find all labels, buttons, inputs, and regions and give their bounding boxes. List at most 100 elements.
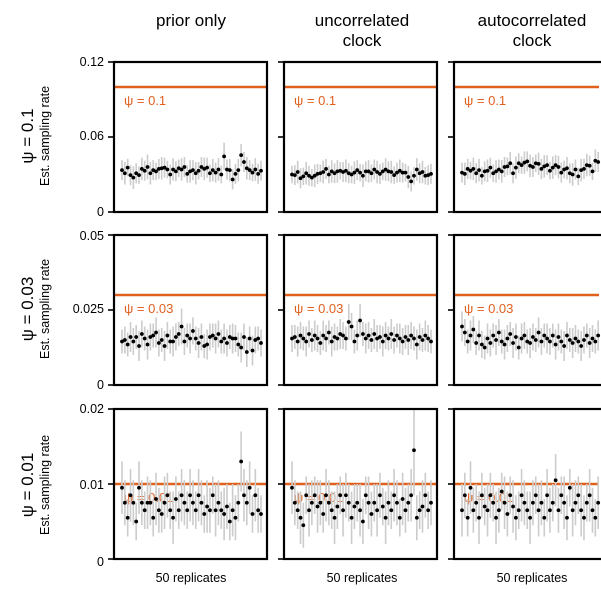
estimate-point [505,512,510,516]
estimate-point [208,508,212,513]
estimate-point [148,500,153,505]
estimate-point [579,344,584,348]
estimate-point [420,338,425,342]
estimate-point [295,508,300,513]
estimate-point [318,500,323,505]
estimate-point [556,335,561,339]
estimate-point [477,168,481,173]
reference-label: ψ = 0.1 [464,93,506,108]
estimate-point [593,515,598,520]
estimate-point [247,168,252,173]
estimate-point [471,166,476,171]
estimate-point [290,485,294,490]
estimate-point [567,171,572,176]
estimate-point [154,330,158,335]
estimate-point [533,161,538,166]
estimate-point [417,508,422,513]
estimate-point [403,508,408,513]
estimate-point [536,161,541,166]
estimate-point [494,338,498,342]
estimate-point [168,508,173,513]
estimate-point [324,166,328,171]
estimate-point [191,500,195,505]
estimate-point [392,173,397,178]
estimate-point [522,333,527,338]
y-tick-label: 0 [97,378,104,392]
reference-label: ψ = 0.03 [464,301,513,316]
estimate-point [156,341,161,345]
estimate-point [125,515,130,520]
estimate-point [383,167,388,172]
reference-label: ψ = 0.1 [124,93,166,108]
estimate-point [593,339,598,344]
estimate-point [372,167,377,172]
estimate-point [533,338,538,342]
panel-frame [112,60,269,214]
estimate-point [358,170,362,175]
estimate-point [295,170,300,174]
estimate-point [346,500,351,505]
estimate-point [548,339,552,344]
estimate-point [298,515,303,520]
estimate-point [397,336,402,341]
panel: ψ = 0.03 [108,233,269,387]
estimate-point [522,500,527,505]
estimate-point [508,332,513,336]
estimate-point [349,172,354,177]
estimate-point [358,318,362,323]
estimate-point [253,493,258,498]
estimate-point [222,154,227,159]
estimate-point [307,173,311,178]
estimate-point [338,493,343,498]
estimate-point [236,500,241,505]
estimate-point [378,493,382,498]
estimate-point [355,333,360,338]
estimate-point [406,175,411,179]
estimate-point [202,512,207,516]
estimate-point [165,493,170,498]
panel: ψ = 0.03 [278,233,439,387]
estimate-point [531,165,535,169]
estimate-point [519,336,524,341]
estimate-point [573,167,578,172]
estimate-point [409,333,414,338]
panel-frame [452,233,601,387]
panels: ψ = 0.1 ψ = 0.1 ψ = 0.1 ψ = 0.03 ψ = 0.03 ψ =… [108,60,601,561]
estimate-point [324,493,328,498]
estimate-point [485,508,490,513]
estimate-point [352,504,357,509]
estimate-point [315,336,320,341]
estimate-point [570,341,575,345]
estimate-point [182,500,187,505]
estimate-point [584,500,589,505]
estimate-point [355,500,360,505]
estimate-point [550,333,555,338]
reference-label: ψ = 0.1 [294,93,336,108]
estimate-point [125,165,130,170]
estimate-point [292,500,297,505]
estimate-point [210,168,215,173]
estimate-point [389,170,394,174]
estimate-point [485,168,490,173]
x-axis-label-col2: 50 replicates [327,571,398,585]
y-axis-label-row3: Est. sampling rate [38,435,52,535]
estimate-point [355,168,360,173]
estimate-point [372,500,377,505]
estimate-point [533,493,538,498]
estimate-point [494,515,498,520]
estimate-point [414,515,419,520]
estimate-point [479,493,484,498]
estimate-point [596,160,601,164]
reference-label: ψ = 0.03 [124,301,173,316]
estimate-point [239,153,244,158]
panel-frame [282,60,439,214]
estimate-point [131,500,136,505]
estimate-point [375,170,380,174]
estimate-point [587,341,592,345]
estimate-point [247,336,252,341]
estimate-point [542,515,547,520]
estimate-point [590,508,595,513]
estimate-point [412,336,416,341]
x-axis-label-col3: 50 replicates [497,571,568,585]
estimate-point [414,167,419,172]
